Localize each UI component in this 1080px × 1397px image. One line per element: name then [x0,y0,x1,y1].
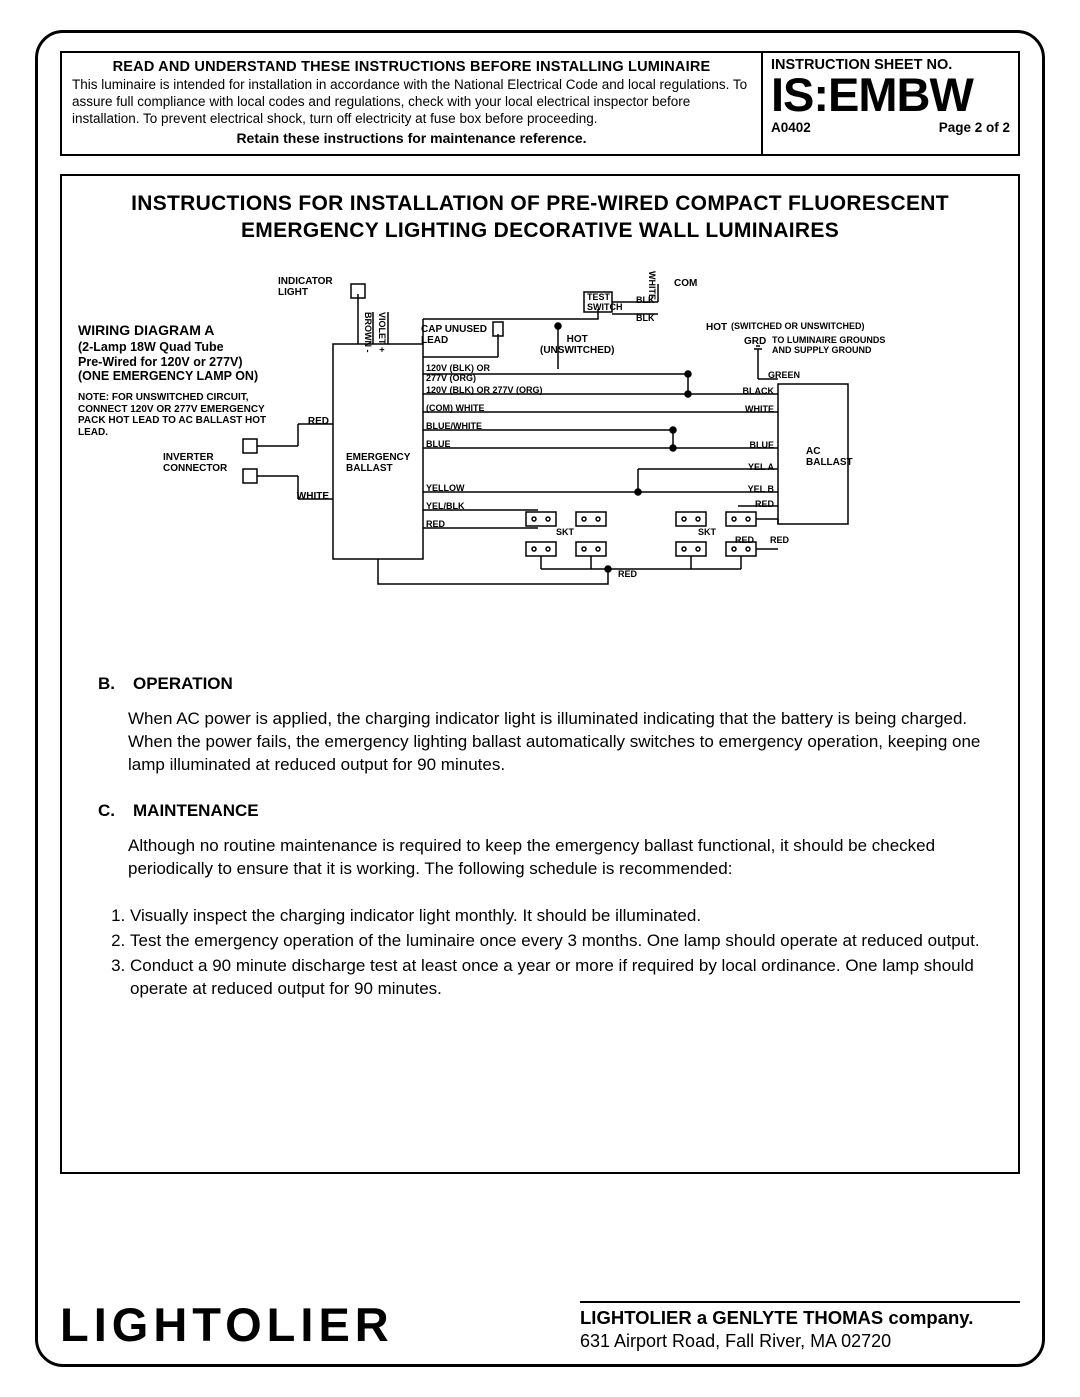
lbl-ac-ballast: AC BALLAST [806,446,853,468]
warning-body: This luminaire is intended for installat… [72,77,751,128]
lbl-test-switch: TEST SWITCH [587,293,623,313]
lbl-r5: BLUE [426,440,451,450]
list-item: Test the emergency operation of the lumi… [130,930,982,953]
main-title-l2: EMERGENCY LIGHTING DECORATIVE WALL LUMIN… [241,219,839,242]
lbl-grounds: TO LUMINAIRE GROUNDS AND SUPPLY GROUND [772,336,885,356]
section-b-para: When AC power is applied, the charging i… [128,708,982,777]
lbl-white: WHITE [281,491,329,502]
diagram-note: NOTE: FOR UNSWITCHED CIRCUIT, CONNECT 12… [78,392,278,438]
footer-company: LIGHTOLIER a GENLYTE THOMAS company. [580,1307,1020,1329]
header-left: READ AND UNDERSTAND THESE INSTRUCTIONS B… [62,53,763,154]
maintenance-list: Visually inspect the charging indicator … [110,905,982,1001]
lbl-indicator: INDICATOR LIGHT [278,276,333,298]
main-title-l1: INSTRUCTIONS FOR INSTALLATION OF PRE-WIR… [131,192,949,215]
lbl-red3: RED [735,536,754,546]
page-border: READ AND UNDERSTAND THESE INSTRUCTIONS B… [35,30,1045,1367]
lbl-hot: HOT [706,322,727,333]
page-number: Page 2 of 2 [939,120,1010,135]
lbl-r4: BLUE/WHITE [426,422,482,432]
section-c-letter: C. [98,801,115,821]
lbl-r2: 120V (BLK) OR 277V (ORG) [426,386,543,396]
lbl-red: RED [281,416,329,427]
section-b-title: OPERATION [133,674,233,694]
warning-title: READ AND UNDERSTAND THESE INSTRUCTIONS B… [72,59,751,75]
retain-line: Retain these instructions for maintenanc… [72,130,751,146]
section-b-head: B. OPERATION [98,674,982,694]
lbl-brown: BROWN - [362,312,372,353]
lbl-blk2: BLK [636,314,655,324]
lbl-blk1: BLK [636,296,655,306]
lbl-green: GREEN [768,371,800,381]
lbl-r6: YELLOW [426,484,465,494]
lbl-black: BLACK [742,387,774,397]
header-box: READ AND UNDERSTAND THESE INSTRUCTIONS B… [60,51,1020,156]
lbl-red-bot: RED [618,570,637,580]
section-c-title: MAINTENANCE [133,801,259,821]
text-sections: B. OPERATION When AC power is applied, t… [78,674,1002,1000]
footer-address: 631 Airport Road, Fall River, MA 02720 [580,1331,1020,1352]
lbl-switched: (SWITCHED OR UNSWITCHED) [731,322,865,332]
lbl-red4: RED [770,536,789,546]
list-item: Visually inspect the charging indicator … [130,905,982,928]
lbl-r1: 120V (BLK) OR 277V (ORG) [426,364,490,384]
lbl-violet: VIOLET + [376,312,386,352]
section-c-head: C. MAINTENANCE [98,801,982,821]
section-b-letter: B. [98,674,115,694]
diagram-title: WIRING DIAGRAM A [78,322,214,338]
lbl-r3: (COM) WHITE [426,404,485,414]
lbl-grd: GRD [744,336,766,347]
main-box: INSTRUCTIONS FOR INSTALLATION OF PRE-WIR… [60,174,1020,1174]
list-item: Conduct a 90 minute discharge test at le… [130,955,982,1001]
section-c-para: Although no routine maintenance is requi… [128,835,982,881]
revision: A0402 [771,120,811,135]
lbl-blue2: BLUE [742,441,774,451]
lbl-yelb: YEL B [742,485,774,495]
wiring-diagram: WIRING DIAGRAM A (2-Lamp 18W Quad Tube P… [78,274,1002,619]
lbl-yela: YEL A [742,463,774,473]
main-title: INSTRUCTIONS FOR INSTALLATION OF PRE-WIR… [78,190,1002,245]
footer-logo: LIGHTOLIER [60,1297,394,1352]
header-right: INSTRUCTION SHEET NO. IS:EMBW A0402 Page… [763,53,1018,154]
lbl-cap-unused: CAP UNUSED LEAD [421,324,487,346]
lbl-skt1: SKT [556,528,574,538]
lbl-hot-unswitched: HOT (UNSWITCHED) [540,334,614,356]
lbl-inverter: INVERTER CONNECTOR [163,452,227,474]
lbl-r8: RED [426,520,445,530]
lbl-com: COM [674,278,697,289]
lbl-r7: YEL/BLK [426,502,465,512]
lbl-skt2: SKT [698,528,716,538]
footer-right: LIGHTOLIER a GENLYTE THOMAS company. 631… [580,1301,1020,1352]
diagram-subtitle: (2-Lamp 18W Quad Tube Pre-Wired for 120V… [78,340,258,383]
footer: LIGHTOLIER LIGHTOLIER a GENLYTE THOMAS c… [60,1296,1020,1352]
sheet-code: IS:EMBW [771,71,1010,118]
lbl-emergency: EMERGENCY BALLAST [346,452,410,474]
lbl-red2: RED [742,500,774,510]
lbl-white2: WHITE [742,405,774,415]
